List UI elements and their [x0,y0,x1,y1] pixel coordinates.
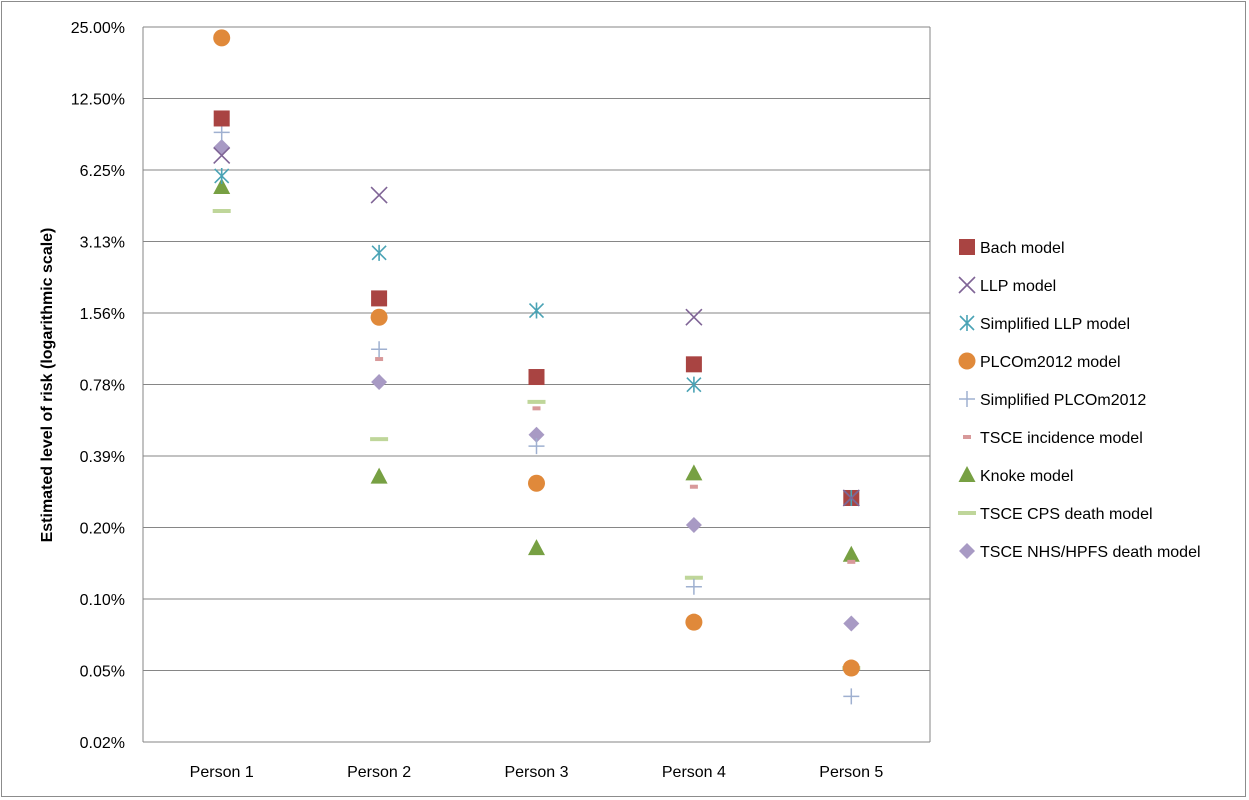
legend-marker [959,543,975,559]
data-point [527,399,546,404]
x-tick-label: Person 1 [190,764,254,781]
legend-marker [963,435,971,439]
legend-marker [959,315,975,331]
data-point [370,437,389,442]
y-tick-label: 0.02% [80,735,125,752]
y-tick-label: 0.20% [80,521,125,538]
legend: Bach model LLP model Simplified LLP model P… [958,239,1201,561]
data-point [213,29,231,47]
legend-marker [958,276,976,294]
data-point [842,659,860,677]
legend-marker [958,511,976,515]
y-tick-label: 25.00% [71,20,125,37]
data-point [528,426,545,443]
data-point [843,688,860,705]
data-point [213,146,231,164]
x-tick-label: Person 4 [662,764,726,781]
y-tick-label: 1.56% [80,306,125,323]
data-point [371,341,388,358]
data-point [685,308,703,326]
y-tick-label: 6.25% [80,163,125,180]
data-point [213,178,231,195]
y-tick-label: 3.13% [80,235,125,252]
grid-lines [142,26,931,743]
legend-label: PLCOm2012 model [980,354,1121,371]
data-point [685,356,702,373]
data-point [843,615,860,632]
data-point [375,357,384,362]
data-point [371,244,387,261]
data-point [212,209,231,214]
data-point [528,474,545,492]
legend-label: Simplified PLCOm2012 [980,392,1146,409]
data-point [528,302,545,319]
data-point [371,290,388,307]
data-point [686,376,702,393]
legend-marker [958,466,976,482]
x-tick-label: Person 5 [819,764,883,781]
data-point [213,110,230,127]
y-axis-title: Estimated level of risk (logarithmic sca… [39,228,56,543]
legend-label: LLP model [980,278,1056,295]
legend-label: Knoke model [980,468,1073,485]
legend-label: Bach model [980,240,1065,257]
y-tick-label: 0.78% [80,378,125,395]
data-point [213,139,230,156]
data-points [212,29,861,705]
y-tick-label: 0.10% [80,592,125,609]
legend-marker [959,239,975,255]
y-tick-label: 0.05% [80,664,125,681]
x-tick-label: Person 3 [504,764,568,781]
data-point [689,484,698,489]
data-point [528,369,545,386]
legend-marker [958,352,976,370]
data-point [842,545,860,562]
data-point [685,517,702,534]
x-tick-labels: Person 1 Person 2 Person 3 Person 4 Person 5 [190,764,884,781]
data-point [371,374,388,391]
legend-label: TSCE incidence model [980,430,1143,447]
legend-label: TSCE NHS/HPFS death model [980,544,1201,561]
data-point [370,308,388,326]
legend-marker [959,391,975,407]
x-tick-label: Person 2 [347,764,411,781]
data-point [370,467,388,484]
data-point [370,186,388,204]
y-tick-label: 12.50% [71,92,125,109]
data-point [685,464,703,481]
data-point [532,406,541,411]
data-point [528,539,545,556]
data-point [213,124,230,141]
y-tick-labels: 25.00% 12.50% 6.25% 3.13% 1.56% 0.78% 0.39% 0.2… [71,20,125,752]
data-point [684,575,703,580]
data-point [528,438,545,455]
data-point [842,489,860,507]
data-point [847,559,856,564]
data-point [685,613,703,631]
data-point [685,578,702,595]
legend-label: TSCE CPS death model [980,506,1153,523]
legend-label: Simplified LLP model [980,316,1130,333]
y-tick-label: 0.39% [80,449,125,466]
data-point [214,167,230,184]
